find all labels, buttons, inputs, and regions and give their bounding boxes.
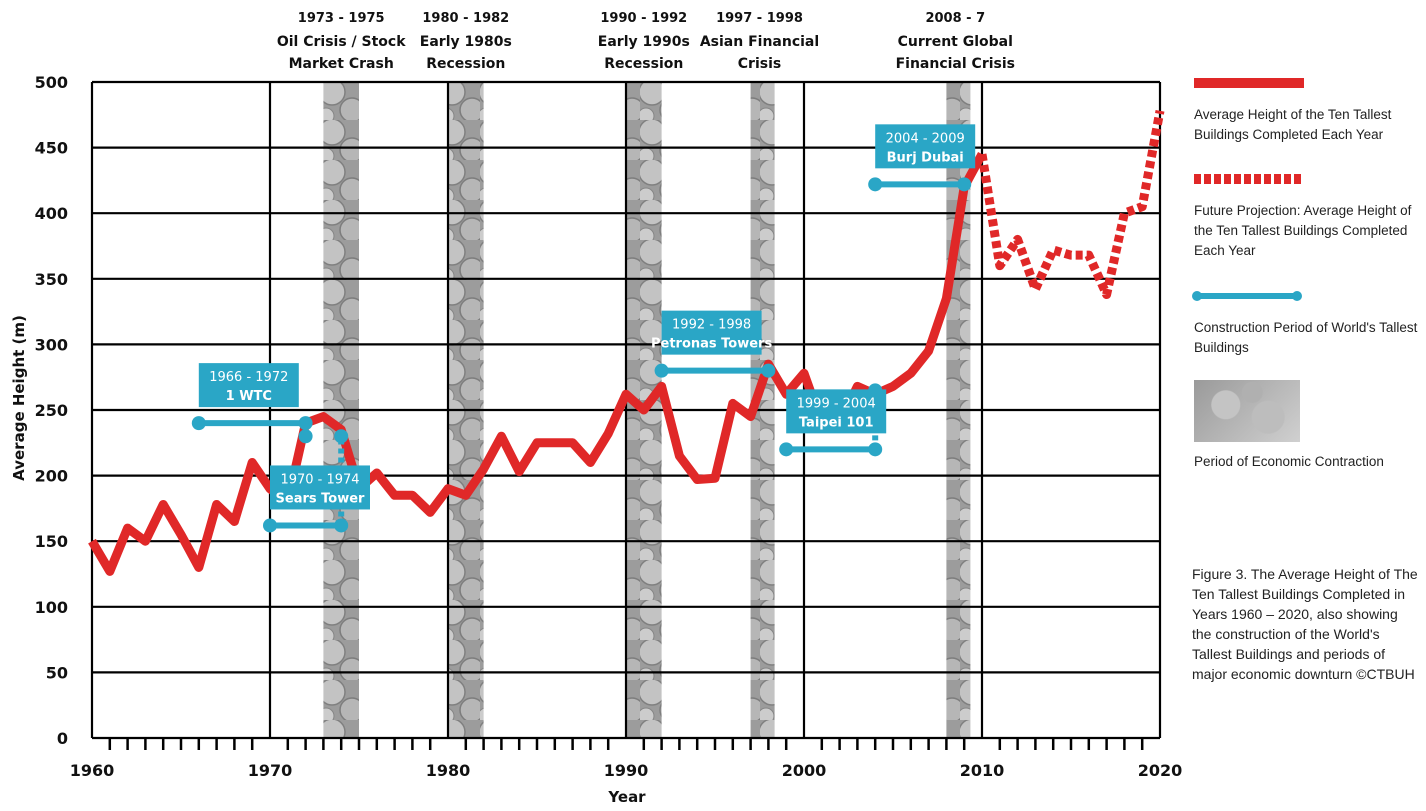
recession-label: Crisis xyxy=(738,56,781,72)
x-tick-label: 1980 xyxy=(426,761,471,780)
x-tick-label: 1960 xyxy=(70,761,115,780)
construction-completion-dot xyxy=(298,429,313,444)
x-tick-label: 1990 xyxy=(604,761,649,780)
recession-years: 2008 - 7 xyxy=(925,11,985,26)
x-tick-label: 2000 xyxy=(782,761,827,780)
recession-years: 1990 - 1992 xyxy=(600,11,687,26)
construction-start-dot xyxy=(779,442,794,457)
recession-annotations: 1973 - 1975 Oil Crisis / Stock Market Cras… xyxy=(277,11,1015,72)
y-tick-label: 350 xyxy=(35,270,68,289)
construction-label-box xyxy=(270,465,370,510)
y-tick-label: 250 xyxy=(35,401,68,420)
legend-solid-line-swatch xyxy=(1194,78,1304,88)
legend-item-future-projection: Future Projection: Average Height of the… xyxy=(1194,203,1412,258)
y-tick-label: 200 xyxy=(35,467,68,486)
recession-label: Early 1990s xyxy=(598,34,690,50)
construction-start-dot xyxy=(191,416,206,431)
y-tick-labels: 0 50 100 150 200 250 300 350 400 450 500 xyxy=(35,73,68,748)
recession-years: 1980 - 1982 xyxy=(422,11,509,26)
grid xyxy=(90,80,1162,740)
construction-label-box xyxy=(198,363,299,408)
construction-end-dot xyxy=(761,363,776,378)
y-tick-label: 300 xyxy=(35,335,68,354)
construction-building-name: Burj Dubai xyxy=(887,150,964,165)
x-minor-ticks xyxy=(108,738,1144,750)
recession-label: Current Global xyxy=(898,34,1013,50)
construction-years: 2004 - 2009 xyxy=(886,131,965,146)
x-tick-label: 2010 xyxy=(960,761,1005,780)
construction-years: 1992 - 1998 xyxy=(672,318,751,333)
y-tick-label: 100 xyxy=(35,598,68,617)
y-tick-label: 500 xyxy=(35,73,68,92)
recession-label: Recession xyxy=(426,56,505,72)
legend-item-average-height: Average Height of the Ten Tallest Buildi… xyxy=(1194,107,1392,142)
construction-building-name: Taipei 101 xyxy=(799,415,874,430)
y-tick-label: 0 xyxy=(57,729,68,748)
legend-construction-dot-right xyxy=(1292,291,1302,301)
construction-completion-dot xyxy=(334,429,349,444)
construction-building-name: 1 WTC xyxy=(226,389,272,404)
x-axis-label: Year xyxy=(607,788,646,806)
x-tick-label: 2020 xyxy=(1138,761,1183,780)
average-height-line xyxy=(88,152,986,576)
legend-item-economic-contraction: Period of Economic Contraction xyxy=(1194,454,1384,469)
recession-label: Financial Crisis xyxy=(896,56,1015,72)
construction-label-box xyxy=(661,310,762,355)
recession-years: 1973 - 1975 xyxy=(298,11,385,26)
construction-start-dot xyxy=(263,518,277,533)
construction-building-name: Petronas Towers xyxy=(651,337,773,352)
legend-coins-swatch xyxy=(1194,380,1300,442)
construction-years: 1970 - 1974 xyxy=(280,472,359,487)
construction-years: 1966 - 1972 xyxy=(209,370,288,385)
recession-label: Market Crash xyxy=(289,56,394,72)
recession-years: 1997 - 1998 xyxy=(716,11,803,26)
construction-building-name: Sears Tower xyxy=(276,491,366,506)
x-tick-labels: 1960 1970 1980 1990 2000 2010 2020 xyxy=(70,761,1183,780)
y-axis-label: Average Height (m) xyxy=(10,315,28,481)
construction-label-box xyxy=(875,124,976,169)
legend: Average Height of the Ten Tallest Buildi… xyxy=(1192,0,1422,811)
y-tick-label: 50 xyxy=(46,663,68,682)
construction-end-dot xyxy=(957,177,972,192)
construction-periods: 1966 - 1972 1 WTC 1970 - 1974 Sears Tower 19… xyxy=(191,124,976,533)
construction-start-dot xyxy=(868,177,883,192)
legend-construction-swatch xyxy=(1194,293,1300,299)
recession-label: Oil Crisis / Stock xyxy=(277,34,406,50)
legend-item-construction-period: Construction Period of World's Tallest B… xyxy=(1194,320,1418,355)
recession-label: Recession xyxy=(604,56,683,72)
x-tick-label: 1970 xyxy=(248,761,293,780)
figure-caption: Figure 3. The Average Height of The Ten … xyxy=(1192,566,1418,682)
construction-years: 1999 - 2004 xyxy=(797,396,876,411)
y-tick-label: 450 xyxy=(35,139,68,158)
y-tick-label: 150 xyxy=(35,532,68,551)
legend-construction-dot-left xyxy=(1192,291,1202,301)
legend-dotted-line-swatch xyxy=(1194,174,1304,184)
y-tick-label: 400 xyxy=(35,204,68,223)
recession-label: Early 1980s xyxy=(420,34,512,50)
construction-start-dot xyxy=(654,363,669,378)
recession-label: Asian Financial xyxy=(700,34,819,50)
future-projection-line xyxy=(977,110,1165,300)
construction-label-box xyxy=(786,389,887,434)
